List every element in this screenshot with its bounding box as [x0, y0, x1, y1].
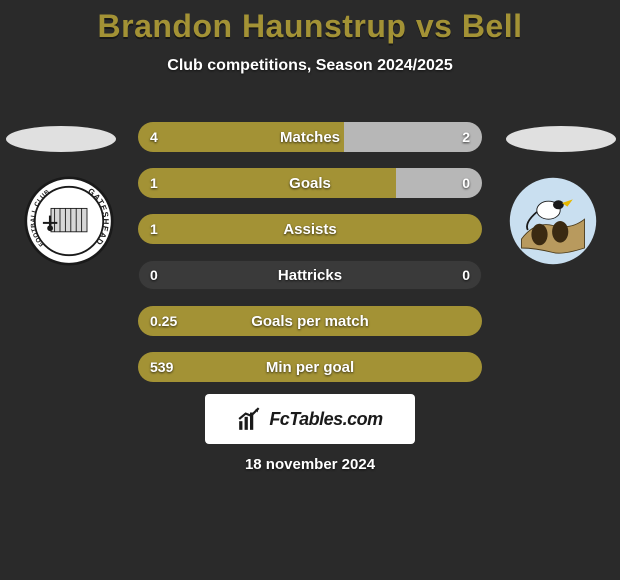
comparison-infographic: Brandon Haunstrup vs Bell Club competiti… [0, 0, 620, 580]
right-segment [344, 122, 482, 152]
stat-label: Hattricks [138, 260, 482, 290]
left-segment [138, 352, 482, 382]
stat-bar: Goals per match0.25 [138, 306, 482, 336]
stat-bar: Assists1 [138, 214, 482, 244]
stat-bar: Min per goal539 [138, 352, 482, 382]
right-club-crest [508, 176, 598, 266]
left-segment [138, 122, 344, 152]
right-segment [396, 168, 482, 198]
watermark-badge: FcTables.com [205, 394, 415, 444]
right-crest-icon [508, 176, 598, 266]
chart-icon [237, 406, 263, 432]
stat-bar: Goals10 [138, 168, 482, 198]
watermark-text: FcTables.com [269, 409, 382, 430]
gateshead-crest-icon: GATESHEAD FOOTBALL CLUB [24, 176, 114, 266]
left-value: 0 [150, 260, 158, 290]
left-club-crest: GATESHEAD FOOTBALL CLUB [24, 176, 114, 266]
stat-bar: Hattricks0 0 [138, 260, 482, 290]
comparison-bars: Matches42 Goals10 Assists1 Hattricks0 0 Goals… [138, 122, 482, 398]
page-subtitle: Club competitions, Season 2024/2025 [0, 57, 620, 75]
page-title: Brandon Haunstrup vs Bell [0, 0, 620, 45]
right-ellipse [506, 126, 616, 152]
right-value: 0 [462, 260, 470, 290]
left-segment [138, 168, 396, 198]
left-segment [138, 306, 482, 336]
footer-date: 18 november 2024 [0, 456, 620, 473]
left-ellipse [6, 126, 116, 152]
stat-bar: Matches42 [138, 122, 482, 152]
left-segment [138, 214, 482, 244]
